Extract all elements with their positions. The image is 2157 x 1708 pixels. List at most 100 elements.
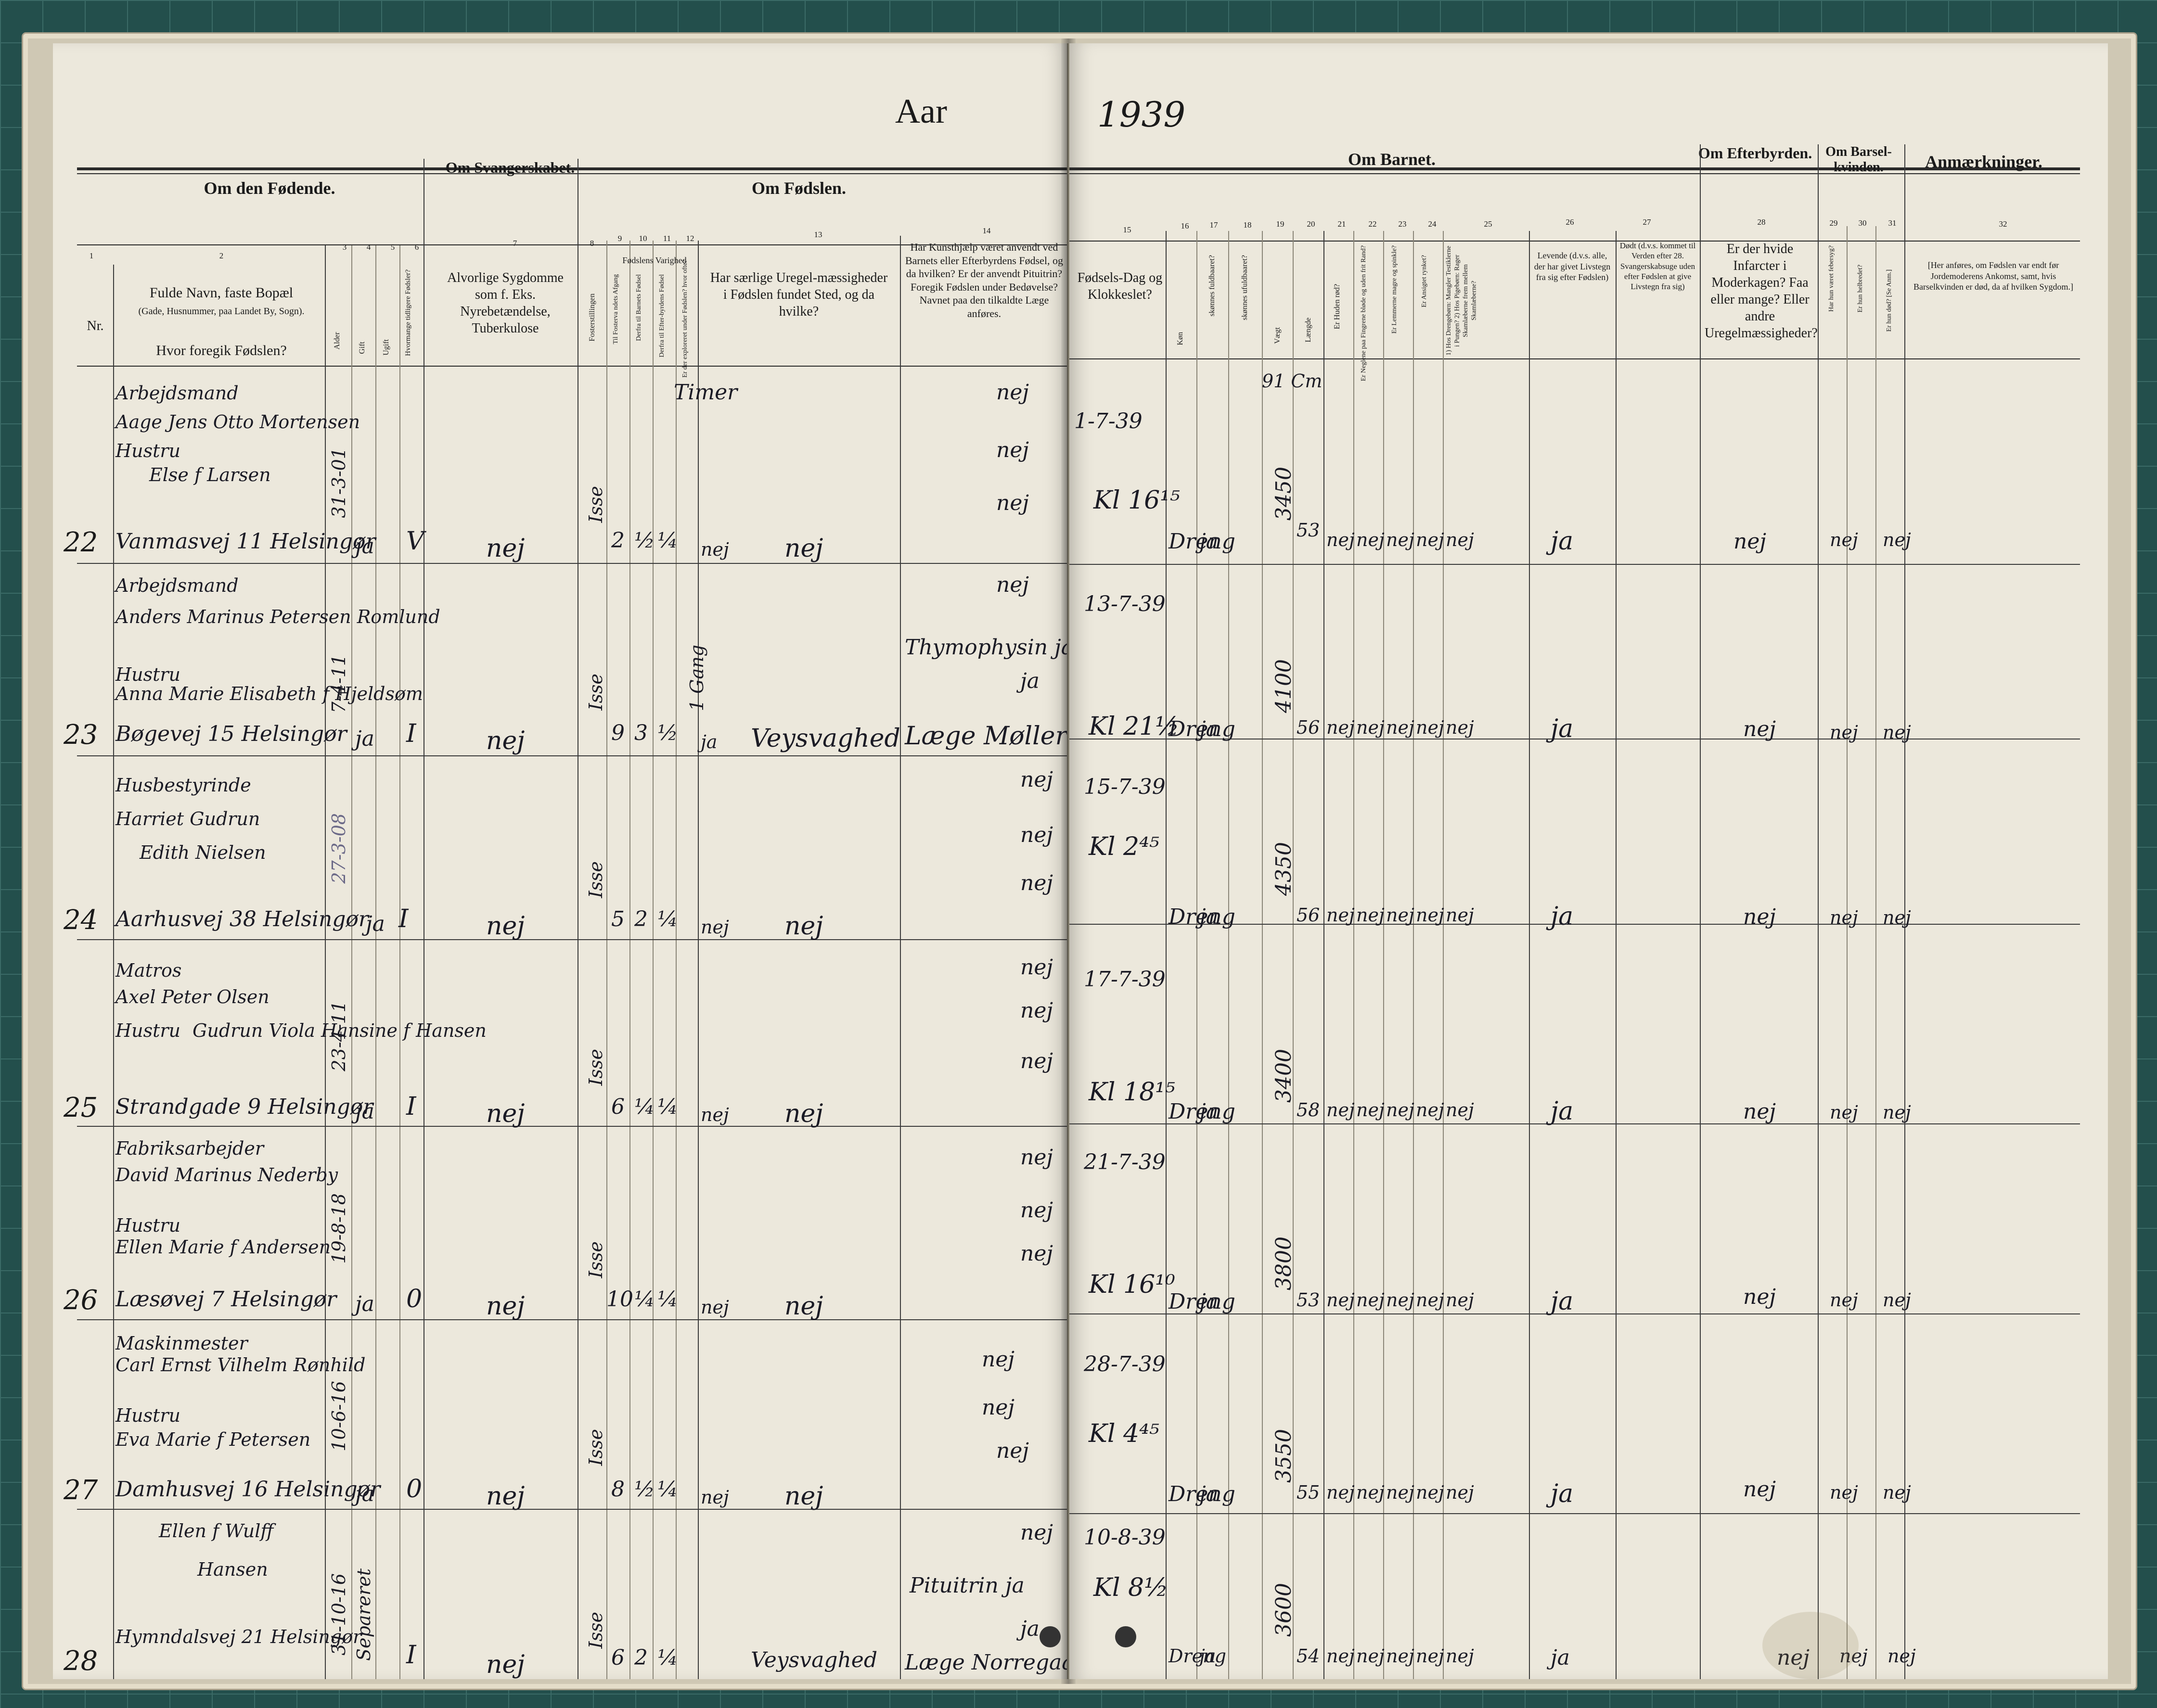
nails: nej bbox=[1356, 1289, 1385, 1311]
occupation: Matros bbox=[116, 960, 182, 981]
length: 53 bbox=[1297, 520, 1320, 541]
skin-red: nej bbox=[1326, 1099, 1355, 1121]
header-weight: Vægt bbox=[1273, 327, 1282, 344]
header-bottom-rule bbox=[1069, 358, 2080, 359]
col-line bbox=[1904, 144, 1905, 1679]
face: nej bbox=[1416, 717, 1444, 738]
header-face: Er Ansigtet rynket? bbox=[1421, 255, 1428, 307]
feverish: nej bbox=[1839, 1645, 1868, 1667]
help-3: nej bbox=[996, 1439, 1029, 1463]
address: Strandgade 9 Helsingør bbox=[116, 1095, 373, 1119]
died: nej bbox=[1883, 1289, 1911, 1311]
mother-birthdate: 31-3-01 bbox=[328, 447, 349, 518]
explored: nej bbox=[701, 917, 729, 938]
occupation: Arbejdsmand bbox=[116, 575, 239, 596]
header-married: Gift bbox=[358, 342, 366, 354]
col-line bbox=[325, 245, 326, 1679]
presentation: Isse bbox=[585, 861, 606, 898]
col-num: 2 bbox=[219, 251, 224, 260]
col-num: 6 bbox=[414, 242, 419, 252]
header-irregular: Har særlige Uregel-mæssigheder i Fødslen… bbox=[710, 270, 888, 319]
row-line bbox=[77, 1319, 1067, 1320]
duration-c: ¼ bbox=[657, 1095, 678, 1119]
col-num: 13 bbox=[814, 230, 822, 239]
row-number: 27 bbox=[64, 1475, 98, 1506]
father-name: Ellen f Wulff bbox=[159, 1520, 274, 1542]
col-num: 12 bbox=[686, 234, 694, 243]
limbs: nej bbox=[1386, 717, 1414, 738]
married: Separeret bbox=[353, 1568, 374, 1661]
alive: ja bbox=[1551, 902, 1574, 931]
placenta: nej bbox=[1733, 529, 1767, 554]
length: 58 bbox=[1297, 1099, 1320, 1121]
group-mother: Om den Fødende. bbox=[204, 178, 335, 198]
fullterm: ja bbox=[1199, 1099, 1219, 1124]
died: nej bbox=[1883, 722, 1911, 743]
died: nej bbox=[1883, 1482, 1911, 1503]
col-line bbox=[351, 245, 352, 1679]
header-remarks-note: [Her anføres, om Fødslen var endt før Jo… bbox=[1913, 260, 2073, 292]
sex: Dreng bbox=[1168, 1645, 1226, 1667]
group-child: Om Barnet. bbox=[1348, 150, 1436, 169]
nails: nej bbox=[1356, 529, 1385, 550]
stain bbox=[1762, 1612, 1859, 1679]
col-num: 30 bbox=[1858, 218, 1867, 228]
disease: nej bbox=[486, 1099, 525, 1128]
header-presentation: Fosterstillingen bbox=[588, 293, 596, 342]
help-1: nej bbox=[996, 380, 1029, 405]
mother-name: Edith Nielsen bbox=[140, 842, 266, 863]
col-num: 1 bbox=[89, 251, 94, 260]
nails: nej bbox=[1356, 717, 1385, 738]
sex: Dreng bbox=[1168, 717, 1235, 741]
married: ja bbox=[355, 534, 374, 559]
duration-c: ¼ bbox=[657, 1287, 678, 1312]
alive: ja bbox=[1551, 1097, 1574, 1126]
help-1: nej bbox=[982, 1347, 1015, 1372]
top-rule-thin bbox=[1069, 173, 2080, 174]
married: ja bbox=[355, 1292, 374, 1316]
face: nej bbox=[1416, 1482, 1444, 1503]
explored: nej bbox=[701, 539, 729, 560]
weight: 3550 bbox=[1271, 1429, 1296, 1483]
header-rule bbox=[1069, 241, 2080, 242]
col-line bbox=[1616, 231, 1617, 1679]
alive: ja bbox=[1551, 714, 1574, 743]
died: nej bbox=[1883, 1102, 1911, 1123]
col-num: 5 bbox=[390, 242, 395, 252]
duration-b: ½ bbox=[634, 528, 655, 553]
nails: nej bbox=[1356, 1645, 1385, 1667]
row-number: 26 bbox=[64, 1285, 98, 1316]
birth-time: Kl 8½ bbox=[1093, 1573, 1168, 1602]
birth-time: Kl 21½ bbox=[1089, 712, 1180, 741]
col-num: 3 bbox=[342, 242, 347, 252]
placenta: nej bbox=[1777, 1645, 1810, 1670]
mother-name: Hansen bbox=[197, 1559, 268, 1580]
header-help: Har Kunsthjælp været anvendt ved Barnets… bbox=[905, 241, 1064, 319]
duration-c: ¼ bbox=[657, 528, 678, 553]
row-line bbox=[77, 755, 1067, 756]
duration-b: ¼ bbox=[634, 1095, 655, 1119]
skin-red: nej bbox=[1326, 905, 1355, 926]
face: nej bbox=[1416, 1645, 1444, 1667]
feverish: nej bbox=[1830, 722, 1858, 743]
fullterm: ja bbox=[1199, 905, 1219, 929]
occupation: Fabriksarbejder bbox=[116, 1138, 264, 1159]
presentation: Isse bbox=[585, 1049, 606, 1086]
sex: Dreng bbox=[1168, 1289, 1235, 1314]
weight: 3800 bbox=[1271, 1236, 1296, 1290]
length: 53 bbox=[1297, 1289, 1320, 1311]
top-rule bbox=[77, 167, 1067, 170]
col-num: 21 bbox=[1337, 219, 1346, 229]
col-line bbox=[606, 241, 607, 1679]
mother-name: Anna Marie Elisabeth f Hjeldsøm bbox=[116, 683, 423, 704]
mother-birthdate: 19-8-18 bbox=[328, 1193, 349, 1264]
weight: 3600 bbox=[1271, 1583, 1296, 1637]
presentation: Isse bbox=[585, 674, 606, 711]
col-line bbox=[1875, 226, 1876, 1679]
col-line bbox=[1529, 231, 1530, 1679]
presentation: Isse bbox=[585, 1429, 606, 1466]
col-line bbox=[900, 236, 901, 1679]
face: nej bbox=[1416, 529, 1444, 550]
birth-time: Kl 16¹⁰ bbox=[1089, 1270, 1175, 1299]
address: Læsøvej 7 Helsingør bbox=[116, 1287, 337, 1312]
